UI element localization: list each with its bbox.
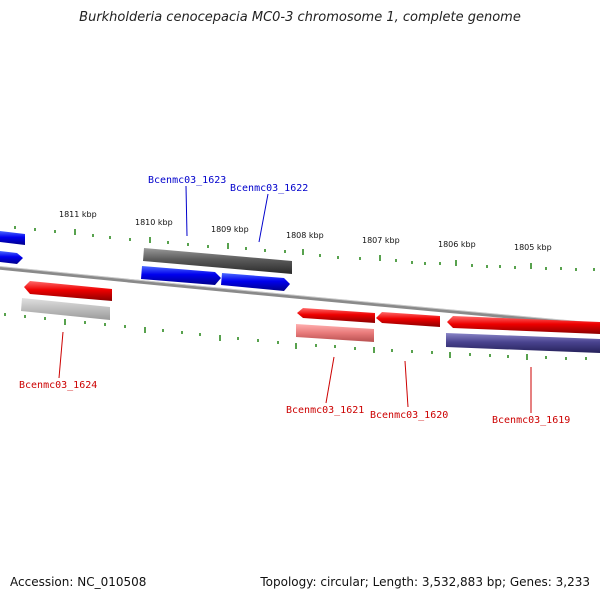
leader-line-1621 (325, 356, 335, 404)
gene-arrow-bcenmc03-1624[interactable] (24, 281, 112, 301)
scale-label-1806: 1806 kbp (438, 240, 476, 249)
gene-feature-1619-purple[interactable] (446, 333, 600, 353)
gene-label-bcenmc03-1619[interactable]: Bcenmc03_1619 (492, 415, 570, 426)
gene-arrow-bcenmc03-1623[interactable] (141, 266, 221, 285)
scale-label-1805: 1805 kbp (514, 243, 552, 252)
gene-label-bcenmc03-1622[interactable]: Bcenmc03_1622 (230, 183, 308, 194)
inner-tick-marks (4, 313, 587, 360)
gene-arrow-left-edge-lower[interactable] (0, 251, 23, 264)
leader-line-1620 (404, 360, 409, 408)
leader-line-1623 (185, 185, 188, 237)
topology-summary-text: Topology: circular; Length: 3,532,883 bp… (260, 575, 590, 589)
scale-label-1809: 1809 kbp (211, 225, 249, 234)
scale-label-1811: 1811 kbp (59, 210, 97, 219)
leader-line-1622 (258, 193, 269, 243)
chromosome-backbone-highlight (0, 266, 600, 324)
gene-feature-1623-1622-gray[interactable] (143, 248, 292, 274)
gene-label-bcenmc03-1624[interactable]: Bcenmc03_1624 (19, 380, 97, 391)
gene-arrow-bcenmc03-1621[interactable] (297, 308, 375, 323)
gene-arrow-bcenmc03-1619[interactable] (447, 316, 600, 334)
gene-arrow-left-edge-upper[interactable] (0, 231, 25, 245)
gene-feature-1624-gray[interactable] (21, 298, 110, 320)
gene-label-bcenmc03-1623[interactable]: Bcenmc03_1623 (148, 175, 226, 186)
gene-arrow-bcenmc03-1620[interactable] (376, 312, 440, 327)
gene-label-bcenmc03-1620[interactable]: Bcenmc03_1620 (370, 410, 448, 421)
chromosome-backbone (0, 266, 600, 327)
gene-arrow-bcenmc03-1622[interactable] (221, 273, 290, 291)
map-title: Burkholderia cenocepacia MC0-3 chromosom… (79, 10, 521, 25)
gene-label-bcenmc03-1621[interactable]: Bcenmc03_1621 (286, 405, 364, 416)
scale-label-1808: 1808 kbp (286, 231, 324, 240)
accession-text: Accession: NC_010508 (10, 575, 147, 589)
scale-label-1810: 1810 kbp (135, 218, 173, 227)
outer-tick-marks (14, 226, 595, 271)
gene-feature-1621-pink[interactable] (296, 324, 374, 342)
scale-label-1807: 1807 kbp (362, 236, 400, 245)
leader-line-1624 (58, 331, 64, 379)
